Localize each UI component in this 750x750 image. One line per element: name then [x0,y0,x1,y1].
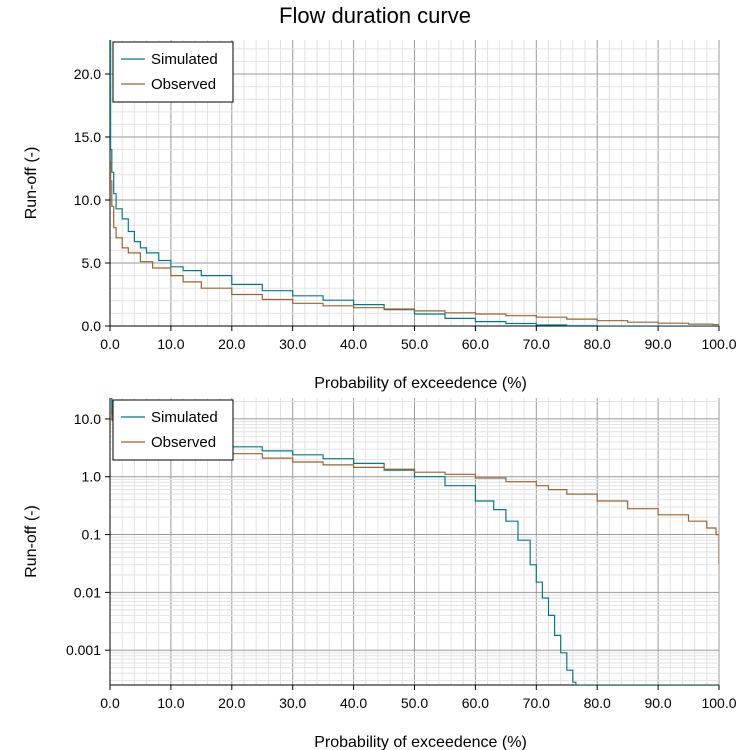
x-tick-label: 70.0 [523,695,550,711]
y-tick-label: 15.0 [74,129,101,145]
x-tick-label: 70.0 [523,336,550,352]
legend: Simulated Observed [112,41,234,103]
x-tick-label: 100.0 [701,336,736,352]
x-tick-label: 90.0 [644,695,671,711]
legend-box [112,41,234,103]
x-tick-label: 0.0 [100,695,120,711]
y-tick-label: 0.1 [82,527,102,543]
y-axis-label: Run-off (-) [23,505,40,578]
y-axis-label: Run-off (-) [23,147,40,220]
x-tick-label: 80.0 [584,695,611,711]
x-tick-label: 10.0 [157,695,184,711]
y-tick-label: 1.0 [82,469,102,485]
x-axis-label: Probability of exceedence (%) [314,375,527,392]
legend-label-simulated: Simulated [151,51,218,68]
y-tick-label: 10.0 [74,192,101,208]
x-tick-label: 80.0 [584,336,611,352]
y-tick-label: 0.0 [82,318,102,334]
y-tick-label: 0.01 [74,584,101,600]
x-tick-label: 50.0 [401,336,428,352]
x-tick-label: 60.0 [462,695,489,711]
series-line-simulated [110,40,719,326]
series-line-observed [110,161,719,326]
x-axis-label: Probability of exceedence (%) [314,734,527,750]
legend-label-simulated: Simulated [151,409,218,426]
y-tick-label: 0.001 [66,642,101,658]
x-tick-label: 30.0 [279,336,306,352]
x-tick-label: 100.0 [701,695,736,711]
legend-box [112,399,234,461]
x-tick-label: 40.0 [340,336,367,352]
x-tick-label: 30.0 [279,695,306,711]
y-tick-label: 5.0 [82,255,102,271]
x-tick-label: 0.0 [100,336,120,352]
y-tick-label: 20.0 [74,66,101,82]
legend-label-observed: Observed [151,434,216,451]
chart-panel-2: 0.0 10.0 20.0 30.0 40.0 50.0 60.0 70.0 80.0 90.0 1… [23,398,737,750]
x-tick-label: 10.0 [157,336,184,352]
x-tick-label: 60.0 [462,336,489,352]
x-tick-label: 20.0 [218,695,245,711]
x-tick-label: 20.0 [218,336,245,352]
legend-label-observed: Observed [151,76,216,93]
y-tick-label: 10.0 [74,411,101,427]
x-tick-label: 50.0 [401,695,428,711]
x-tick-label: 40.0 [340,695,367,711]
legend: Simulated Observed [112,399,234,461]
x-tick-label: 90.0 [644,336,671,352]
chart-panel-1: 0.0 10.0 20.0 30.0 40.0 50.0 60.0 70.0 80.0 90.0 1… [23,40,737,392]
chart-title: Flow duration curve [279,3,471,28]
